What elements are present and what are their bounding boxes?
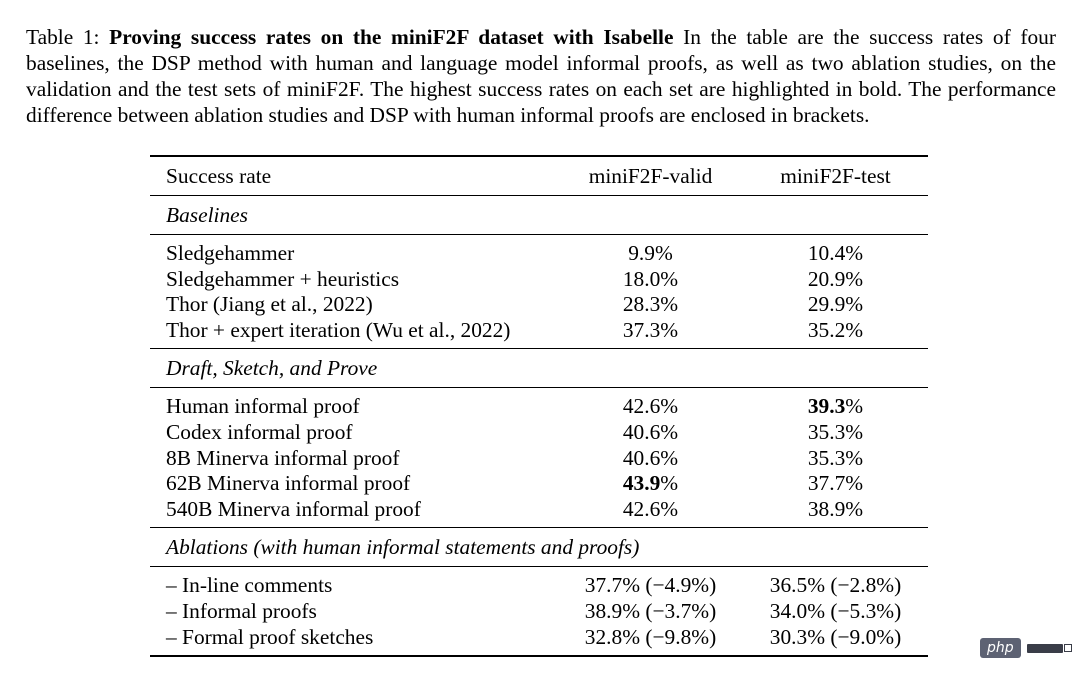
caption-text: In the table are the success rates of fo… [26,25,1056,127]
valid-cell: 42.6% [622,496,679,521]
caption-title: Proving success rates on the miniF2F dat… [109,25,674,49]
section-title: Draft, Sketch, and Prove [150,348,928,388]
header-success-rate: Success rate [150,155,558,196]
valid-cell: 40.6% [622,445,679,470]
watermark-bar-icon [1026,643,1063,653]
table-row: Sledgehammer 9.9% 10.4% [150,233,928,267]
valid-cell: 28.3% [622,292,679,317]
section-row-ablations: Ablations (with human informal statement… [150,527,928,567]
test-cell: 38.9% [807,496,864,521]
test-cell: 35.2% [807,317,864,342]
section-row-baselines: Baselines [150,195,928,235]
test-cell: 36.5% (−2.8%) [743,566,928,599]
watermark-square-icon [1063,644,1072,652]
method-cell: 8B Minerva informal proof [166,445,400,470]
section-row-dsp: Draft, Sketch, and Prove [150,348,928,388]
test-cell: 30.3% (−9.0%) [743,624,928,658]
test-cell: 20.9% [807,266,864,291]
valid-cell: 37.7% (−4.9%) [558,566,743,599]
method-cell: – In-line comments [150,566,558,599]
percent-suffix: % [845,394,864,419]
table-row: – Formal proof sketches 32.8% (−9.8%) 30… [150,624,928,658]
valid-cell: 43.9% [558,471,743,497]
percent-suffix: % [660,471,679,496]
test-cell: 29.9% [807,292,864,317]
valid-cell: 18.0% [622,266,679,291]
table-caption: Table 1: Proving success rates on the mi… [26,24,1056,128]
table-row: Sledgehammer + heuristics 18.0% 20.9% [150,267,928,293]
table-row: – In-line comments 37.7% (−4.9%) 36.5% (… [150,566,928,599]
table-row: Human informal proof 42.6% 39.3% [150,387,928,420]
method-cell: Sledgehammer [150,233,558,267]
header-minif2f-valid: miniF2F-valid [558,155,743,196]
test-cell: 10.4% [743,233,928,267]
valid-cell: 40.6% [622,419,679,444]
php-logo: php [980,638,1021,658]
table-row: Thor + expert iteration (Wu et al., 2022… [150,318,928,349]
header-row: Success rate miniF2F-valid miniF2F-test [150,155,928,196]
test-cell: 35.3% [807,445,864,470]
method-cell: Thor (Jiang et al., 2022) [166,292,373,317]
method-cell: – Formal proof sketches [150,624,558,658]
table-row: 540B Minerva informal proof 42.6% 38.9% [150,497,928,528]
valid-cell: 9.9% [558,233,743,267]
watermark: php [980,637,1072,659]
best-value: 39.3 [807,394,846,419]
method-cell: Sledgehammer + heuristics [166,266,400,291]
method-cell: Codex informal proof [166,419,353,444]
results-table: Success rate miniF2F-valid miniF2F-test … [150,155,928,658]
best-value: 43.9 [622,471,661,496]
section-title: Baselines [150,195,928,235]
section-title: Ablations (with human informal statement… [150,527,928,567]
test-cell: 39.3% [743,387,928,420]
valid-cell: 32.8% (−9.8%) [558,624,743,658]
test-cell: 34.0% (−5.3%) [769,598,902,623]
valid-cell: 37.3% [622,317,679,342]
table-row: 8B Minerva informal proof 40.6% 35.3% [150,446,928,472]
table-row: Codex informal proof 40.6% 35.3% [150,420,928,446]
table-row: 62B Minerva informal proof 43.9% 37.7% [150,471,928,497]
method-cell: Thor + expert iteration (Wu et al., 2022… [166,317,511,342]
table-row: – Informal proofs 38.9% (−3.7%) 34.0% (−… [150,599,928,625]
method-cell: 62B Minerva informal proof [166,471,411,496]
test-cell: 35.3% [807,419,864,444]
test-cell: 37.7% [807,471,864,496]
method-cell: 540B Minerva informal proof [166,496,421,521]
table-row: Thor (Jiang et al., 2022) 28.3% 29.9% [150,292,928,318]
valid-cell: 38.9% (−3.7%) [584,598,717,623]
method-cell: – Informal proofs [166,598,317,623]
caption-label: Table 1: [26,25,110,49]
method-cell: Human informal proof [150,387,558,420]
header-minif2f-test: miniF2F-test [743,155,928,196]
valid-cell: 42.6% [558,387,743,420]
